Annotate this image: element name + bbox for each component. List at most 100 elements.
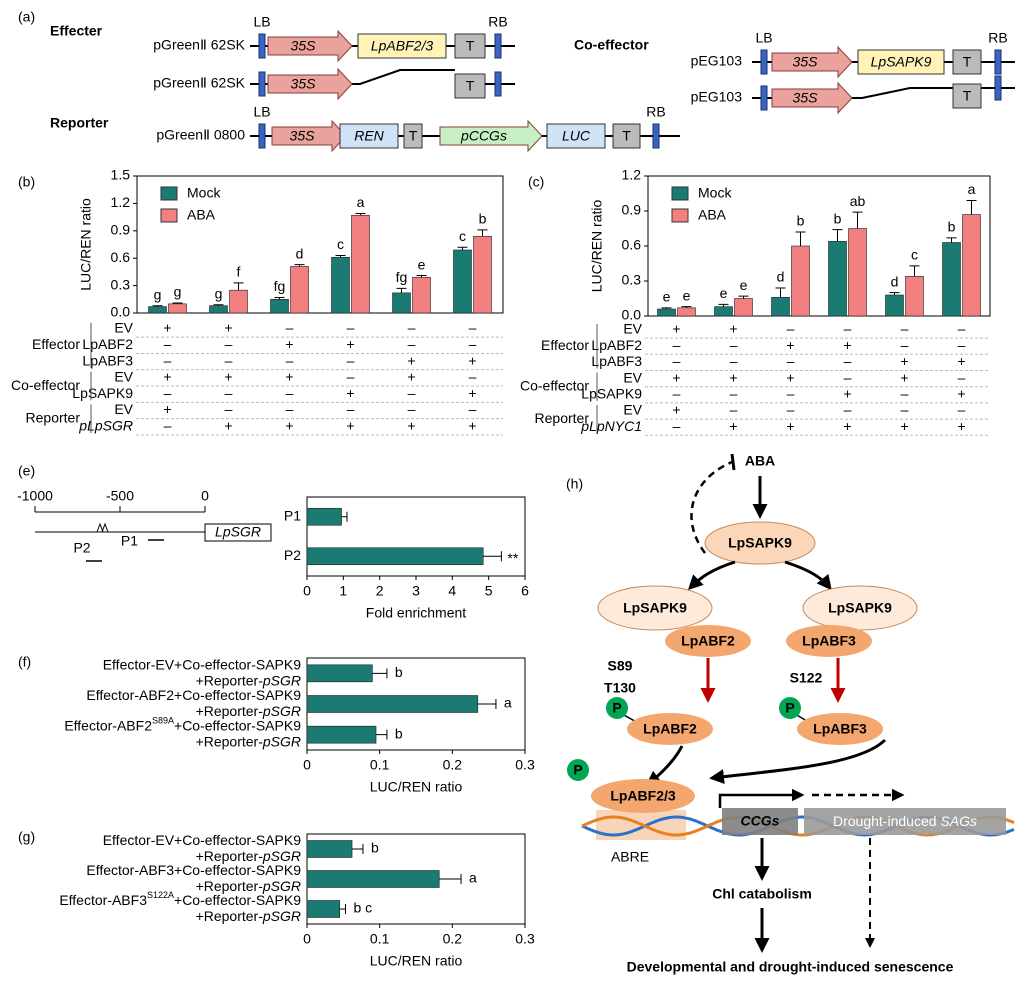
bar <box>229 289 248 314</box>
significance-letter: b <box>395 664 403 680</box>
undefined <box>258 71 266 97</box>
table-cell: + <box>346 418 354 434</box>
outcome-label: Developmental and drought-induced senesc… <box>627 959 954 975</box>
promoter-arrow <box>267 29 353 63</box>
text-part: +Co-effector-SAPK9 <box>174 892 301 908</box>
panel-label: (b) <box>18 174 35 190</box>
construct-title: Reporter <box>50 115 109 131</box>
significance-letter: a <box>968 181 976 197</box>
table-cell: – <box>844 353 852 369</box>
table-cell: – <box>347 320 355 336</box>
table-cell: – <box>730 402 738 418</box>
y-tick-label: 0.0 <box>622 307 642 323</box>
bar <box>148 306 167 314</box>
category-label: Effector-ABF3S122A+Co-effector-SAPK9 <box>59 890 301 907</box>
error-bar <box>718 303 729 307</box>
scale-label: -1000 <box>17 488 53 504</box>
table-cell: + <box>786 337 794 353</box>
rb-label: RB <box>646 104 665 120</box>
group-label: Effector <box>32 336 80 352</box>
row-label: EV <box>114 369 133 385</box>
category-label: +Reporter-pSGR <box>196 672 301 688</box>
gene-label: T <box>466 38 475 54</box>
x-tick-label: 0.2 <box>443 931 463 947</box>
significance-letter: b <box>834 210 842 226</box>
table-cell: + <box>900 418 908 434</box>
vector-name: pEG103 <box>691 89 743 105</box>
text-part: pSGR <box>262 703 301 719</box>
gene-label: T <box>622 128 631 144</box>
error-bar <box>335 254 346 258</box>
table-cell: – <box>164 385 172 401</box>
table-cell: + <box>729 369 737 385</box>
x-axis-title: LUC/REN ratio <box>370 779 463 795</box>
promoter-arrow <box>271 119 347 153</box>
error-bar <box>775 287 786 298</box>
table-cell: + <box>163 401 171 417</box>
lb-label: LB <box>755 30 772 46</box>
significance-letter: a <box>504 695 512 711</box>
legend-label: ABA <box>698 207 727 223</box>
category-label: +Reporter-pSGR <box>196 703 301 719</box>
table-cell: + <box>729 418 737 434</box>
text-part: pSGR <box>262 672 301 688</box>
row-label: LpSAPK9 <box>72 385 133 401</box>
error-bar <box>832 229 843 242</box>
protein <box>627 713 713 745</box>
gene-box <box>546 123 606 149</box>
table-cell: – <box>958 337 966 353</box>
protein-label: LpSAPK9 <box>728 535 792 551</box>
gene-box <box>612 123 641 149</box>
text-part: SAGs <box>940 813 977 829</box>
error-bar <box>372 668 388 679</box>
significance-letter: fg <box>274 278 286 294</box>
table-cell: + <box>672 369 680 385</box>
table-cell: – <box>408 401 416 417</box>
error-bar <box>457 246 468 250</box>
y-tick-label: 1.5 <box>111 167 131 183</box>
bar <box>306 664 373 683</box>
error-bar <box>339 904 347 914</box>
text-part: Effector-ABF3 <box>59 892 147 908</box>
table-cell: + <box>346 336 354 352</box>
gene-box <box>952 49 982 75</box>
error-bar <box>355 212 366 216</box>
undefined <box>994 75 1002 101</box>
text-part: +Co-effector-SAPK9 <box>174 717 301 733</box>
table-cell: – <box>286 352 294 368</box>
error-bar <box>483 551 502 562</box>
gene-box <box>403 123 423 149</box>
significance-letter: d <box>296 245 304 261</box>
category-label: +Reporter-pSGR <box>196 908 301 924</box>
category-label: P1 <box>284 507 301 523</box>
significance-letter: b <box>395 725 403 741</box>
error-bar <box>661 307 672 309</box>
table-cell: + <box>843 418 851 434</box>
table-cell: – <box>469 336 477 352</box>
table-cell: – <box>225 385 233 401</box>
table-cell: – <box>347 369 355 385</box>
error-bar <box>396 287 407 293</box>
table-cell: – <box>673 386 681 402</box>
panel-label: (g) <box>18 829 35 845</box>
gene-box <box>952 83 982 109</box>
element-label: ABRE <box>611 849 649 865</box>
x-tick-label: 0 <box>303 757 311 773</box>
significance-letter: c <box>911 247 918 263</box>
phospho-label: P <box>612 700 621 716</box>
promoter-arrow <box>771 81 853 115</box>
table-cell: – <box>286 401 294 417</box>
significance-letter: g <box>215 285 223 301</box>
vector-name: pGreenⅡ 62SK <box>153 75 245 91</box>
legend-swatch <box>671 186 689 201</box>
error-bar <box>233 282 244 291</box>
table-cell: – <box>958 369 966 385</box>
table-cell: – <box>901 402 909 418</box>
error-bar <box>439 874 462 884</box>
undefined <box>494 71 502 97</box>
bar <box>828 241 847 317</box>
protein-label: LpABF3 <box>813 721 867 737</box>
protein-label: LpABF3 <box>802 633 856 649</box>
left-border <box>760 49 768 75</box>
